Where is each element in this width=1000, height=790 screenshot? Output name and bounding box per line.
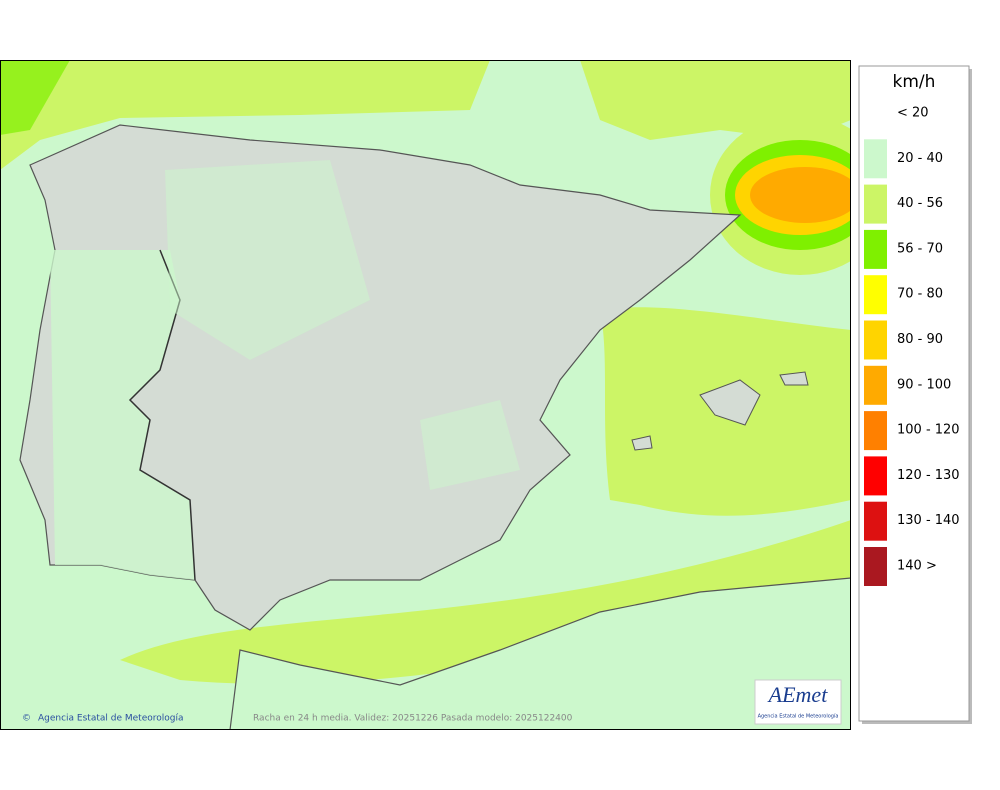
legend-swatch [864,411,887,451]
legend-title: km/h [893,72,936,92]
copyright: © [22,714,31,724]
wind-band [0,60,490,170]
legend-label: 90 - 100 [897,377,951,392]
legend-swatch [864,501,887,541]
credit: Agencia Estatal de Meteorología [38,714,184,724]
legend-swatch [864,547,887,586]
portugal [50,250,195,580]
legend-label: < 20 [897,106,929,121]
island [699,379,761,426]
africa [229,577,851,730]
caption: Racha en 24 h media. Validez: 20251226 P… [253,714,573,724]
logo-subtitle: Agencia Estatal de Meteorología [758,713,839,720]
legend-label: 40 - 56 [897,196,943,211]
legend-swatch [864,320,887,360]
map [0,60,851,730]
legend-label: 100 - 120 [897,423,960,438]
logo-name: AEmet [767,682,829,707]
legend-swatch [864,456,887,496]
wind-band [750,167,851,223]
legend-swatch [864,139,887,179]
legend-swatch [864,365,887,405]
legend-label: 20 - 40 [897,151,943,166]
logo-box [754,679,842,725]
island [631,371,809,451]
legend-swatch [864,275,887,315]
wind-patch [165,160,520,490]
legend-swatch [864,184,887,224]
legend-label: 120 - 130 [897,468,960,483]
legend-label: 140 > [897,559,937,574]
wind-band [0,60,70,135]
legend-label: 70 - 80 [897,287,943,302]
legend-swatch [864,229,887,269]
map-frame [0,60,851,730]
wind-band [120,520,851,684]
legend-label: 56 - 70 [897,241,943,256]
legend-label: 80 - 90 [897,332,943,347]
legend-label: 130 - 140 [897,513,960,528]
